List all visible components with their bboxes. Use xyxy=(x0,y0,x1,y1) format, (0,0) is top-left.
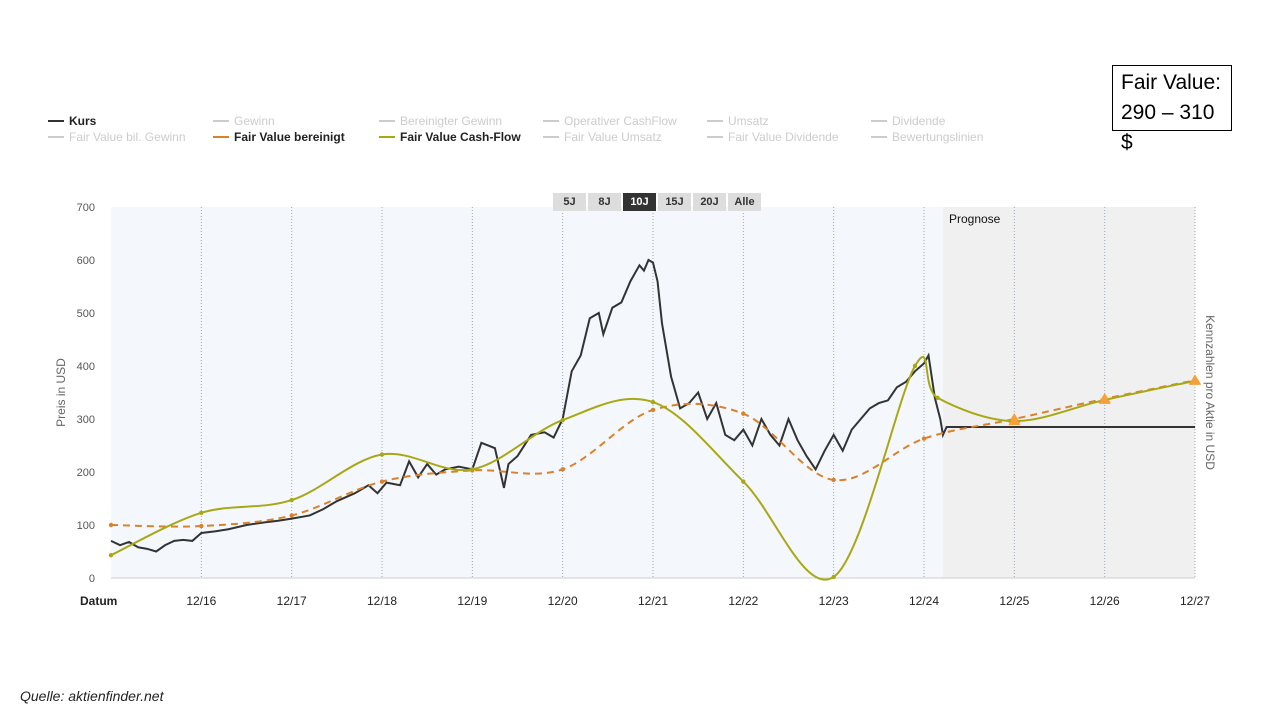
fair-value-cash-flow-point xyxy=(379,452,385,457)
x-tick-label: 12/26 xyxy=(1090,594,1120,608)
y-axis-label-right: Kennzahlen pro Aktie in USD xyxy=(1203,315,1217,470)
legend-label: Operativer CashFlow xyxy=(564,114,677,128)
legend-swatch-icon xyxy=(707,120,723,122)
legend-item[interactable]: Fair Value Cash-Flow xyxy=(379,130,521,144)
x-axis-label: Datum xyxy=(80,594,117,608)
x-tick-label: 12/25 xyxy=(999,594,1029,608)
range-button[interactable]: Alle xyxy=(728,193,761,211)
fair-value-cash-flow-point xyxy=(199,510,204,516)
y-tick-label: 300 xyxy=(77,414,95,426)
x-tick-label: 12/24 xyxy=(909,594,939,608)
forecast-label: Prognose xyxy=(949,212,1001,226)
fair-value-cash-flow-forecast-marker xyxy=(1189,374,1201,385)
kurs-line xyxy=(110,258,1195,553)
source-note: Quelle: aktienfinder.net xyxy=(20,688,164,704)
y-tick-label: 0 xyxy=(89,573,95,585)
y-axis-label: Preis in USD xyxy=(54,358,68,427)
forecast-background xyxy=(942,207,1195,578)
range-button[interactable]: 15J xyxy=(658,193,691,211)
legend-item[interactable]: Fair Value Umsatz xyxy=(543,130,662,144)
legend-label: Kurs xyxy=(69,114,97,128)
fair-value-bereinigt-point xyxy=(921,436,927,441)
legend-item[interactable]: Operativer CashFlow xyxy=(543,114,677,128)
fair-value-cash-flow-point xyxy=(650,399,656,405)
x-tick-label: 12/23 xyxy=(819,594,849,608)
range-button[interactable]: 10J xyxy=(623,193,656,211)
legend-item[interactable]: Bewertungslinien xyxy=(871,130,983,144)
x-tick-label: 12/18 xyxy=(367,594,397,608)
x-tick-label: 12/22 xyxy=(728,594,758,608)
legend-label: Fair Value bil. Gewinn xyxy=(69,130,186,144)
legend-item[interactable]: Umsatz xyxy=(707,114,769,128)
x-tick-label: 12/17 xyxy=(277,594,307,608)
fair-value-cash-flow-line xyxy=(110,356,1196,581)
fair-value-cash-flow-point xyxy=(560,417,565,423)
x-tick-label: 12/16 xyxy=(186,594,216,608)
fair-value-bereinigt-point xyxy=(108,522,114,528)
legend-label: Bereinigter Gewinn xyxy=(400,114,503,128)
legend-swatch-icon xyxy=(213,136,229,138)
x-tick-label: 12/20 xyxy=(548,594,578,608)
fair-value-cash-flow-point xyxy=(470,467,475,472)
fair-value-cash-flow-point xyxy=(108,553,114,558)
range-button[interactable]: 5J xyxy=(553,193,586,211)
legend-item[interactable]: Fair Value bereinigt xyxy=(213,130,345,144)
y-tick-label: 700 xyxy=(77,202,95,214)
fair-value-cash-flow-point xyxy=(912,363,918,369)
fair-value-cash-flow-point xyxy=(831,574,836,580)
legend-swatch-icon xyxy=(543,120,559,122)
legend-label: Dividende xyxy=(892,114,946,128)
legend-swatch-icon xyxy=(213,120,229,122)
history-background xyxy=(111,207,943,578)
fair-value-cash-flow-forecast-marker xyxy=(1008,415,1021,426)
legend-label: Umsatz xyxy=(728,114,769,128)
legend-item[interactable]: Kurs xyxy=(48,114,96,128)
legend-label: Fair Value Dividende xyxy=(728,130,839,144)
legend-swatch-icon xyxy=(379,120,395,122)
y-tick-label: 100 xyxy=(77,520,95,532)
legend-swatch-icon xyxy=(379,136,395,138)
fair-value-cash-flow-point xyxy=(289,497,294,503)
y-tick-label: 400 xyxy=(77,361,95,373)
fair-value-cash-flow-point xyxy=(935,395,940,400)
legend-swatch-icon xyxy=(48,120,64,122)
x-tick-label: 12/27 xyxy=(1180,594,1210,608)
fair-value-bereinigt-point xyxy=(199,523,204,529)
legend-item[interactable]: Dividende xyxy=(871,114,945,128)
fair-value-bereinigt-point xyxy=(379,479,385,484)
legend-swatch-icon xyxy=(707,136,723,138)
legend-label: Bewertungslinien xyxy=(892,130,984,144)
y-tick-label: 600 xyxy=(77,255,95,267)
legend-item[interactable]: Fair Value Dividende xyxy=(707,130,839,144)
range-selector: 5J 8J 10J 15J 20J Alle xyxy=(553,193,761,211)
x-tick-label: 12/19 xyxy=(457,594,487,608)
legend-swatch-icon xyxy=(543,136,559,138)
legend-swatch-icon xyxy=(871,120,887,122)
legend-label: Fair Value Cash-Flow xyxy=(400,130,521,144)
fair-value-bereinigt-point xyxy=(831,477,836,483)
fair-value-cash-flow-forecast-marker xyxy=(1098,393,1111,404)
range-button[interactable]: 20J xyxy=(693,193,726,211)
y-tick-label: 200 xyxy=(77,467,95,479)
fair-value-range: 290 – 310 $ xyxy=(1121,101,1215,154)
legend-label: Gewinn xyxy=(234,114,275,128)
legend-item[interactable]: Bereinigter Gewinn xyxy=(379,114,502,128)
y-tick-label: 500 xyxy=(77,308,95,320)
fair-value-cash-flow-point xyxy=(741,479,746,484)
fair-value-bereinigt-point xyxy=(560,467,565,472)
fair-value-bereinigt-point xyxy=(741,411,746,416)
x-tick-label: 12/21 xyxy=(638,594,668,608)
legend-swatch-icon xyxy=(48,136,64,138)
range-button[interactable]: 8J xyxy=(588,193,621,211)
legend-label: Fair Value bereinigt xyxy=(234,130,345,144)
fair-value-bereinigt-point xyxy=(650,407,656,413)
legend-item[interactable]: Fair Value bil. Gewinn xyxy=(48,130,186,144)
legend-swatch-icon xyxy=(871,136,887,138)
legend-label: Fair Value Umsatz xyxy=(564,130,662,144)
fair-value-annotation: Fair Value: 290 – 310 $ xyxy=(1112,65,1232,154)
legend-item[interactable]: Gewinn xyxy=(213,114,275,128)
fair-value-label: Fair Value: xyxy=(1121,71,1221,94)
fair-value-bereinigt-point xyxy=(289,513,294,518)
